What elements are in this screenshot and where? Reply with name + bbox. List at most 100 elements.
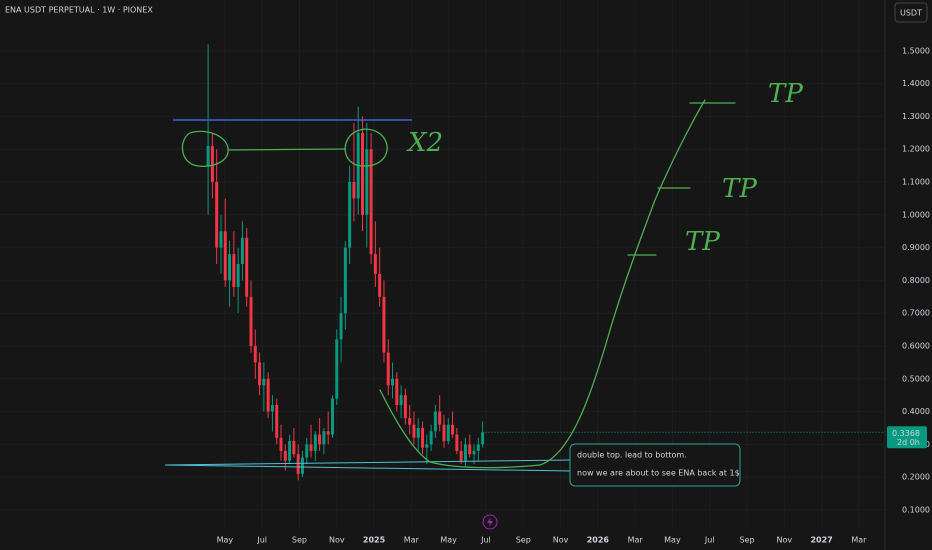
x-tick-label: Jul — [480, 536, 491, 545]
candle-body — [395, 378, 399, 406]
y-tick-label: 0.8000 — [902, 276, 930, 285]
x-tick-label: 2027 — [810, 536, 832, 545]
x-tick-label: Nov — [553, 536, 569, 545]
y-tick-label: 0.4000 — [902, 407, 930, 416]
candle-body — [425, 444, 429, 448]
candle-body — [326, 431, 330, 435]
note-box — [569, 443, 741, 487]
candle-body — [339, 313, 343, 340]
x-tick-label: 2026 — [587, 536, 610, 545]
candle-body — [266, 378, 270, 412]
annotation: TP — [722, 174, 757, 204]
y-tick-label: 0.1000 — [902, 505, 930, 514]
x-tick-label: 2025 — [363, 536, 386, 545]
top-circle — [181, 130, 229, 167]
candle-body — [476, 444, 480, 451]
candle-body — [373, 254, 377, 274]
candle-body — [270, 405, 274, 412]
candle-body — [318, 434, 322, 445]
candle-body — [219, 231, 223, 248]
candle-body — [429, 431, 433, 445]
note-text: double top. lead to bottom. — [577, 451, 687, 460]
candle-body — [421, 427, 425, 448]
x-tick-label: May — [664, 536, 681, 545]
countdown-label: 2d 0h — [897, 438, 920, 447]
candle-body — [442, 424, 446, 442]
x-tick-label: Nov — [776, 536, 792, 545]
candle-body — [438, 411, 442, 425]
candle-body — [416, 427, 420, 438]
y-tick-label: 1.5000 — [902, 46, 930, 55]
candle-body — [262, 378, 266, 386]
support-line — [164, 464, 573, 472]
candle-body — [253, 345, 257, 363]
tp-marks — [627, 102, 736, 256]
candle-body — [468, 444, 472, 455]
grid — [0, 0, 885, 528]
y-tick-label: 0.6000 — [902, 341, 930, 350]
candle-body — [245, 237, 249, 297]
x-tick-label: May — [217, 536, 234, 545]
top-circle — [344, 128, 388, 167]
candle-body — [232, 254, 236, 287]
candle-body — [352, 182, 356, 199]
x-tick-label: Mar — [404, 536, 420, 545]
candle-body — [309, 444, 313, 451]
x-tick-label: Jul — [256, 536, 267, 545]
annotation: X2 — [406, 128, 443, 158]
y-tick-label: 1.2000 — [902, 145, 930, 154]
y-tick-label: 1.0000 — [902, 210, 930, 219]
candle-body — [361, 132, 365, 215]
candle-body — [240, 237, 244, 264]
chart-title: ENA USDT PERPETUAL · 1W · PIONEX — [5, 6, 153, 15]
y-tick-label: 0.7000 — [902, 309, 930, 318]
candle-body — [412, 424, 416, 438]
y-tick-label: 0.2000 — [902, 473, 930, 482]
candle-body — [288, 441, 292, 461]
candle-body — [279, 437, 283, 451]
candle-body — [330, 398, 334, 435]
event-icon[interactable] — [482, 514, 498, 530]
event-icon-bolt — [487, 517, 493, 527]
y-tick-label: 0.9000 — [902, 243, 930, 252]
y-tick-label: 1.3000 — [902, 112, 930, 121]
candle-body — [215, 182, 219, 248]
last-price-label: 0.3368 — [892, 429, 920, 438]
candle-body — [236, 264, 240, 287]
candle-body — [223, 231, 227, 281]
candle-body — [348, 182, 352, 248]
candle-body — [300, 457, 304, 474]
last-price-box — [887, 426, 927, 449]
y-tick-label: 0.5000 — [902, 374, 930, 383]
candle-body — [292, 441, 296, 455]
support-line — [164, 459, 573, 466]
currency-label[interactable]: USDT — [900, 9, 922, 18]
x-tick-label: Jul — [704, 536, 715, 545]
candle-body — [322, 431, 326, 445]
candle-body — [343, 247, 347, 314]
projection-curve — [379, 99, 706, 469]
x-tick-label: Sep — [292, 536, 307, 545]
candle-body — [228, 254, 232, 281]
candle-body — [305, 444, 309, 458]
candle-body — [446, 424, 450, 442]
y-tick-label: 1.1000 — [902, 178, 930, 187]
candle-body — [408, 418, 412, 425]
x-tick-label: Nov — [329, 536, 345, 545]
candle-body — [275, 405, 279, 438]
candle-body — [391, 378, 395, 386]
currency-button[interactable] — [894, 2, 928, 23]
candle-body — [433, 411, 437, 432]
candle-body — [403, 395, 407, 419]
x-tick-label: Sep — [739, 536, 754, 545]
note-text: now we are about to see ENA back at 1$ — [577, 469, 740, 478]
x-tick-label: Sep — [516, 536, 531, 545]
candle-body — [296, 454, 300, 474]
candle-body — [210, 145, 214, 183]
candle-body — [378, 273, 382, 297]
candle-body — [249, 296, 253, 346]
y-tick-label: 1.4000 — [902, 79, 930, 88]
x-tick-label: May — [440, 536, 457, 545]
candle-body — [463, 444, 467, 461]
